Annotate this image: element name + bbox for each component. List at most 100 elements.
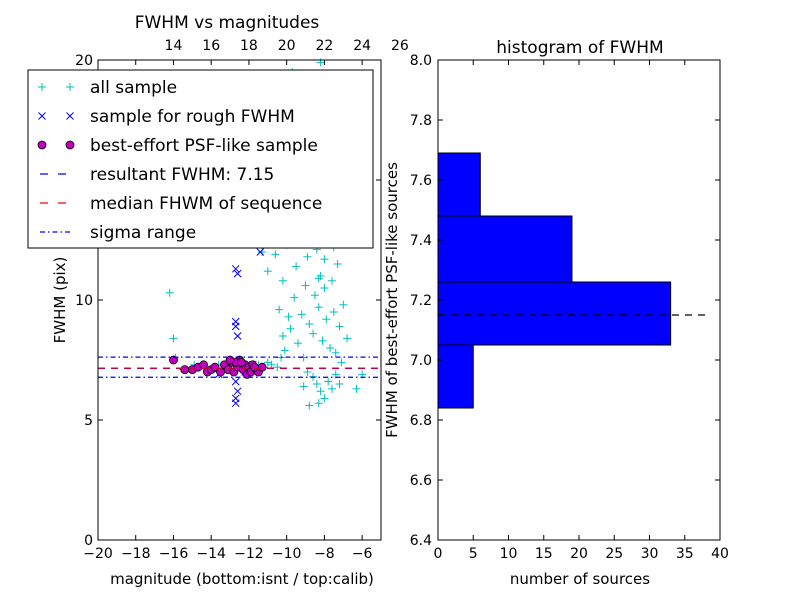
point-plus (165, 288, 174, 297)
point-x-b (231, 264, 240, 273)
point-plus (305, 320, 314, 328)
y-tick-label: 7.2 (410, 293, 432, 309)
point-plus (320, 255, 329, 264)
x-tick-label: −8 (314, 546, 335, 562)
point-x (231, 377, 240, 386)
y-tick-label: 7.4 (410, 233, 432, 249)
top-x-tick-label: 26 (391, 38, 409, 54)
legend-marker-plus (66, 83, 74, 91)
point-plus (320, 394, 329, 403)
legend-label: median FHWM of sequence (90, 194, 322, 214)
point-plus (267, 360, 276, 369)
top-x-tick-label: 18 (240, 38, 258, 54)
histogram-y-axis-label: FWHM of best-effort PSF-like sources (383, 162, 401, 438)
point-plus (343, 334, 352, 343)
legend-box (27, 69, 374, 249)
point-x (231, 394, 240, 403)
legend-entry: best-effort PSF-like sample (37, 136, 318, 156)
point-plus (339, 300, 348, 309)
legend-marker-x-b (66, 112, 74, 120)
x-tick-label: −14 (196, 546, 226, 562)
top-x-tick-label: 22 (315, 38, 333, 54)
point-plus (169, 334, 178, 343)
point-plus (333, 260, 342, 268)
top-x-tick-label: 20 (278, 38, 296, 54)
legend-marker-x (38, 112, 46, 120)
legend-label: all sample (90, 78, 177, 98)
point-plus (327, 384, 336, 393)
point-circle-dot (216, 367, 226, 377)
point-circle-dot (169, 355, 178, 365)
point-circle (236, 357, 246, 367)
point-plus (320, 284, 329, 292)
point-plus (290, 293, 299, 302)
y-tick-label: 7.8 (410, 113, 432, 129)
y-tick-label: 0 (84, 533, 93, 549)
point-plus (303, 368, 312, 376)
y-tick-label: 6.4 (410, 533, 432, 549)
point-plus (286, 324, 295, 333)
x-tick-label: 35 (676, 546, 694, 562)
histogram-bar (437, 281, 672, 346)
point-plus (297, 310, 306, 319)
x-tick-label: 25 (605, 546, 623, 562)
histogram-axes: 0 5 10 15 20 25 30 35 40 6.4 6.6 6.8 7.0 7.2 7.4 7.6 7.8… (410, 53, 729, 562)
point-circle (210, 362, 220, 372)
x-tick-label: 5 (469, 546, 478, 562)
point-plus (331, 348, 340, 357)
y-tick-label: 10 (75, 293, 93, 309)
point-circle (225, 355, 235, 365)
x-tick-label: −12 (234, 546, 264, 562)
point-plus (314, 399, 323, 408)
scatter-x-axis-label: magnitude (bottom:isnt / top:calib) (110, 570, 374, 588)
point-plus (301, 281, 310, 290)
x-tick-label: −6 (352, 546, 373, 562)
point-plus (335, 322, 344, 331)
scatter-y-axis-label: FWHM (pix) (51, 257, 69, 344)
point-circle-dot (225, 355, 235, 365)
x-tick-label: 40 (711, 546, 729, 562)
point-x (233, 269, 242, 278)
point-plus (258, 248, 267, 256)
point-circle-dot (210, 362, 220, 372)
point-plus (326, 344, 335, 352)
y-tick-label: 7.6 (410, 173, 432, 189)
point-x-b (233, 387, 242, 396)
legend-marker-x (66, 112, 74, 120)
point-plus (280, 346, 289, 355)
legend-label: sample for rough FWHM (90, 107, 295, 127)
legend-entry: sample for rough FWHM (38, 107, 295, 127)
point-plus (318, 336, 327, 345)
legend-label: sigma range (90, 223, 196, 243)
histogram-plot-content (437, 152, 706, 409)
point-circle-dot (180, 365, 190, 375)
point-plus (263, 267, 272, 276)
legend-entry: median FHWM of sequence (40, 194, 322, 214)
point-circle (180, 365, 190, 375)
point-plus (312, 380, 321, 388)
y-tick-label: 5 (84, 413, 93, 429)
point-circle (216, 367, 226, 377)
legend-marker-circle-dot (65, 140, 75, 150)
x-tick-label: 30 (641, 546, 659, 562)
histogram-x-axis-label: number of sources (510, 570, 650, 588)
point-x-b (231, 317, 240, 326)
x-tick-label: −16 (159, 546, 189, 562)
point-plus (329, 308, 338, 316)
x-tick-label: −20 (83, 546, 113, 562)
point-plus (316, 387, 325, 396)
histogram-panel: 0 5 10 15 20 25 30 35 40 6.4 6.6 6.8 7.0 7.2 7.4 7.6 7.8… (383, 38, 729, 588)
point-plus (299, 382, 308, 391)
point-plus (310, 291, 319, 300)
top-x-tick-label: 16 (202, 38, 220, 54)
point-circle (250, 362, 259, 372)
y-tick-label: 20 (75, 53, 93, 69)
point-plus (278, 276, 287, 285)
point-x-b (233, 332, 242, 340)
point-x (231, 264, 240, 273)
legend-entries: all sample sample for rough FWHM best-effo… (37, 78, 322, 243)
point-x (231, 317, 240, 326)
point-plus (327, 276, 336, 285)
histogram-title: histogram of FWHM (496, 38, 663, 58)
point-circle (257, 362, 267, 372)
